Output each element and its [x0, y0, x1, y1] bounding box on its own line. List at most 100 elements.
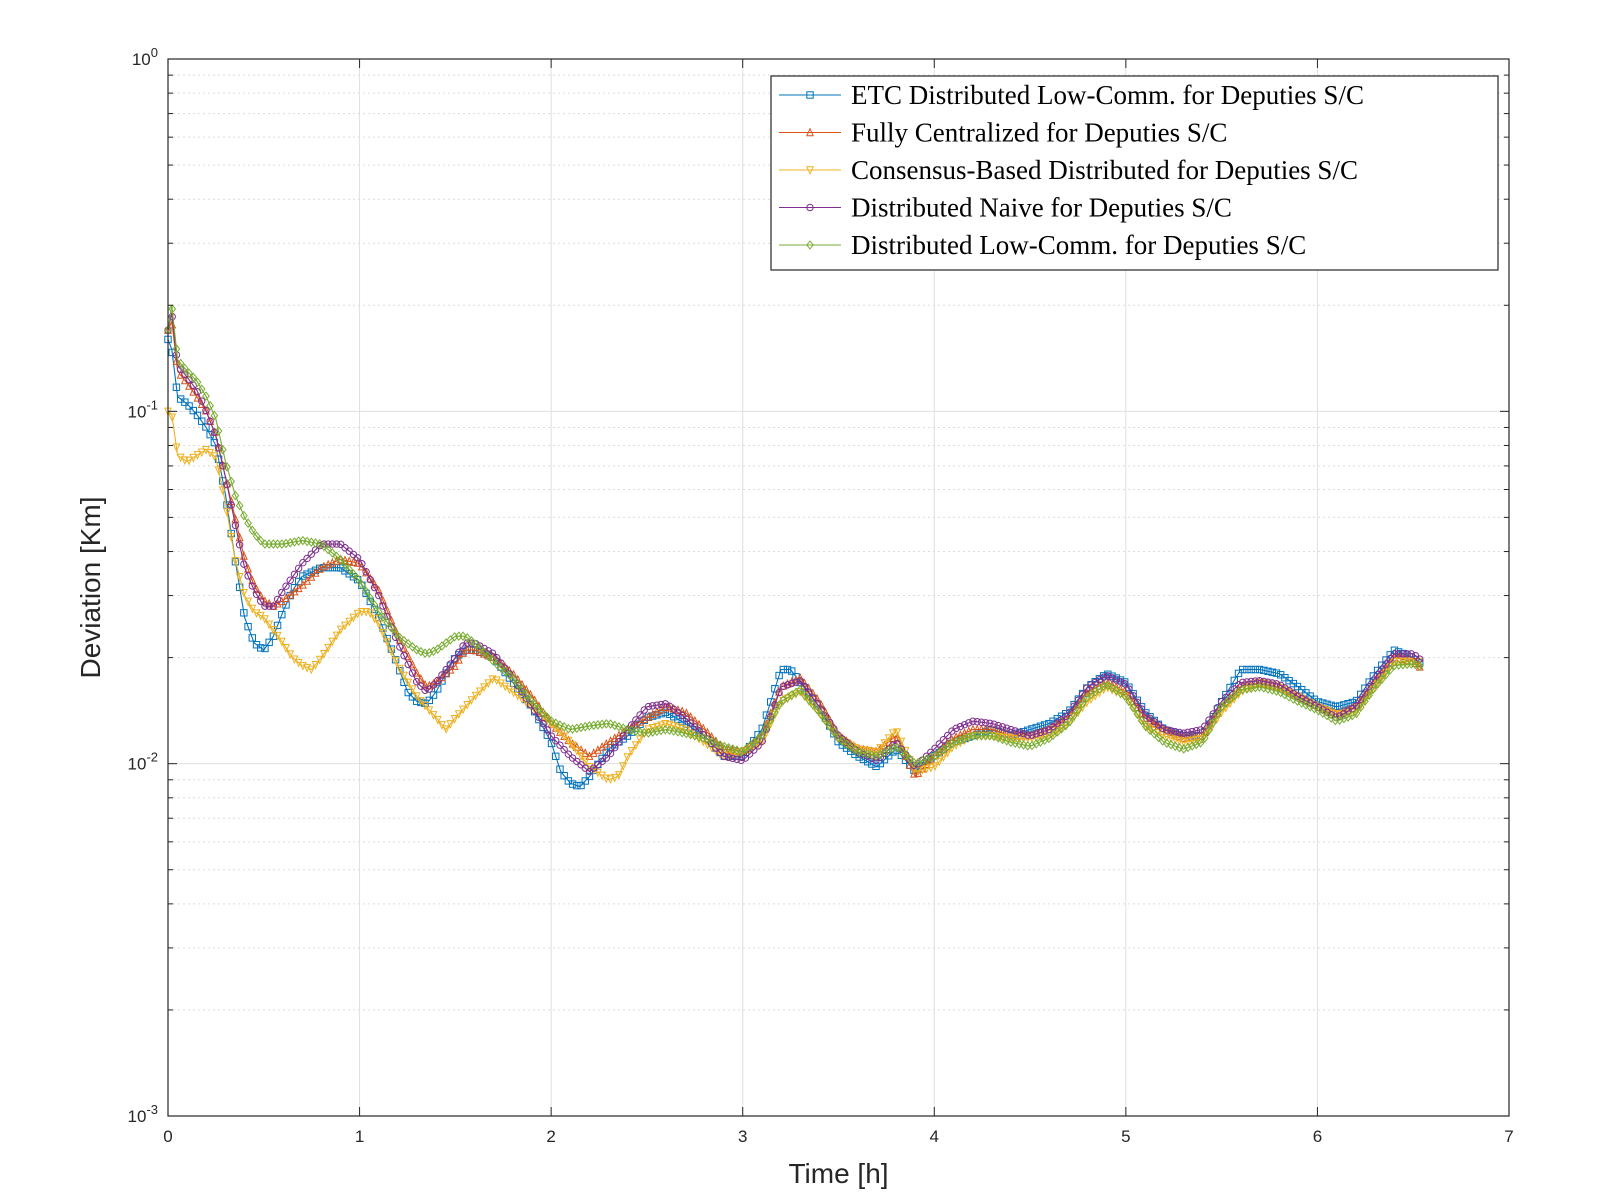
- data-point: [998, 723, 1007, 731]
- data-point: [905, 754, 914, 764]
- data-point: [994, 721, 1002, 730]
- x-axis-label: Time [h]: [788, 1158, 888, 1189]
- data-point: [1200, 733, 1209, 743]
- data-point: [859, 748, 868, 758]
- data-point: [918, 756, 927, 766]
- data-point: [1066, 706, 1074, 714]
- data-point: [771, 707, 779, 718]
- data-point: [172, 443, 181, 453]
- data-point: [1061, 720, 1070, 731]
- data-point: [564, 750, 573, 758]
- data-point: [775, 700, 783, 710]
- data-point: [185, 456, 194, 466]
- data-point: [404, 678, 413, 688]
- data-point: [653, 701, 661, 709]
- data-point: [1032, 738, 1041, 749]
- data-point: [1403, 650, 1411, 658]
- data-point: [434, 676, 442, 685]
- data-point: [1150, 728, 1159, 739]
- data-point: [1213, 709, 1222, 720]
- axis-ticks: 0 1 2 3 4 5 6 7 10-3 10-2 10-1 100: [128, 45, 1514, 1146]
- data-point: [577, 722, 585, 733]
- data-point: [922, 764, 931, 774]
- data-point: [1099, 681, 1108, 692]
- data-point: [910, 768, 918, 778]
- data-point: [699, 733, 708, 743]
- legend-label: ETC Distributed Low-Comm. for Deputies S…: [851, 80, 1364, 110]
- data-point: [1378, 665, 1386, 674]
- data-point: [412, 667, 421, 677]
- data-point: [943, 731, 952, 740]
- data-point: [265, 638, 273, 647]
- data-point: [231, 490, 240, 501]
- data-point: [526, 694, 535, 705]
- data-point: [1386, 654, 1394, 663]
- data-point: [374, 619, 383, 629]
- data-point: [471, 645, 480, 655]
- data-point: [370, 614, 379, 624]
- data-point: [1201, 722, 1209, 730]
- data-point: [324, 544, 332, 555]
- data-point: [1264, 684, 1272, 694]
- data-point: [193, 451, 202, 460]
- data-point: [1335, 710, 1344, 720]
- legend-label: Distributed Naive for Deputies S/C: [851, 193, 1232, 223]
- data-point: [733, 745, 741, 756]
- data-point: [1382, 669, 1390, 680]
- data-point: [1209, 717, 1218, 728]
- data-point: [960, 733, 969, 744]
- data-point: [358, 560, 366, 568]
- legend-item: Consensus-Based Distributed for Deputies…: [779, 155, 1358, 185]
- data-point: [1217, 708, 1226, 718]
- data-point: [1386, 664, 1395, 675]
- data-point: [391, 628, 400, 639]
- data-point: [1129, 702, 1137, 713]
- data-point: [552, 752, 560, 761]
- data-point: [1099, 673, 1108, 681]
- data-point: [806, 127, 814, 137]
- data-point: [977, 718, 986, 726]
- data-point: [1230, 690, 1239, 701]
- data-point: [1074, 704, 1083, 715]
- data-point: [387, 623, 396, 633]
- data-point: [1314, 705, 1323, 716]
- data-point: [290, 570, 299, 578]
- data-point: [349, 557, 358, 566]
- data-point: [998, 734, 1007, 745]
- data-point: [168, 413, 177, 423]
- data-point: [1163, 726, 1171, 734]
- data-point: [1129, 692, 1137, 700]
- data-point: [691, 723, 699, 731]
- data-point: [1116, 688, 1125, 698]
- data-point: [505, 670, 514, 680]
- data-point: [467, 696, 476, 705]
- data-point: [412, 692, 421, 701]
- data-point: [585, 772, 594, 781]
- data-point: [931, 762, 940, 771]
- data-point: [868, 760, 876, 768]
- data-point: [358, 579, 366, 590]
- data-point: [231, 521, 240, 530]
- data-point: [396, 643, 404, 651]
- data-point: [353, 574, 362, 584]
- data-point: [189, 453, 198, 463]
- data-point: [239, 588, 248, 598]
- data-point: [332, 540, 341, 548]
- data-point: [1171, 727, 1179, 736]
- data-point: [1398, 657, 1407, 667]
- data-point: [282, 643, 290, 653]
- data-point: [783, 665, 792, 674]
- data-point: [568, 724, 577, 734]
- data-point: [619, 723, 628, 733]
- data-point: [602, 754, 611, 762]
- data-point: [615, 738, 623, 746]
- data-point: [286, 576, 294, 584]
- data-point: [631, 741, 640, 750]
- data-point: [366, 593, 375, 603]
- data-point: [1019, 740, 1028, 750]
- data-point: [872, 751, 880, 761]
- data-point: [395, 664, 404, 674]
- data-point: [990, 725, 999, 734]
- data-point: [1007, 737, 1015, 748]
- data-point: [867, 750, 876, 760]
